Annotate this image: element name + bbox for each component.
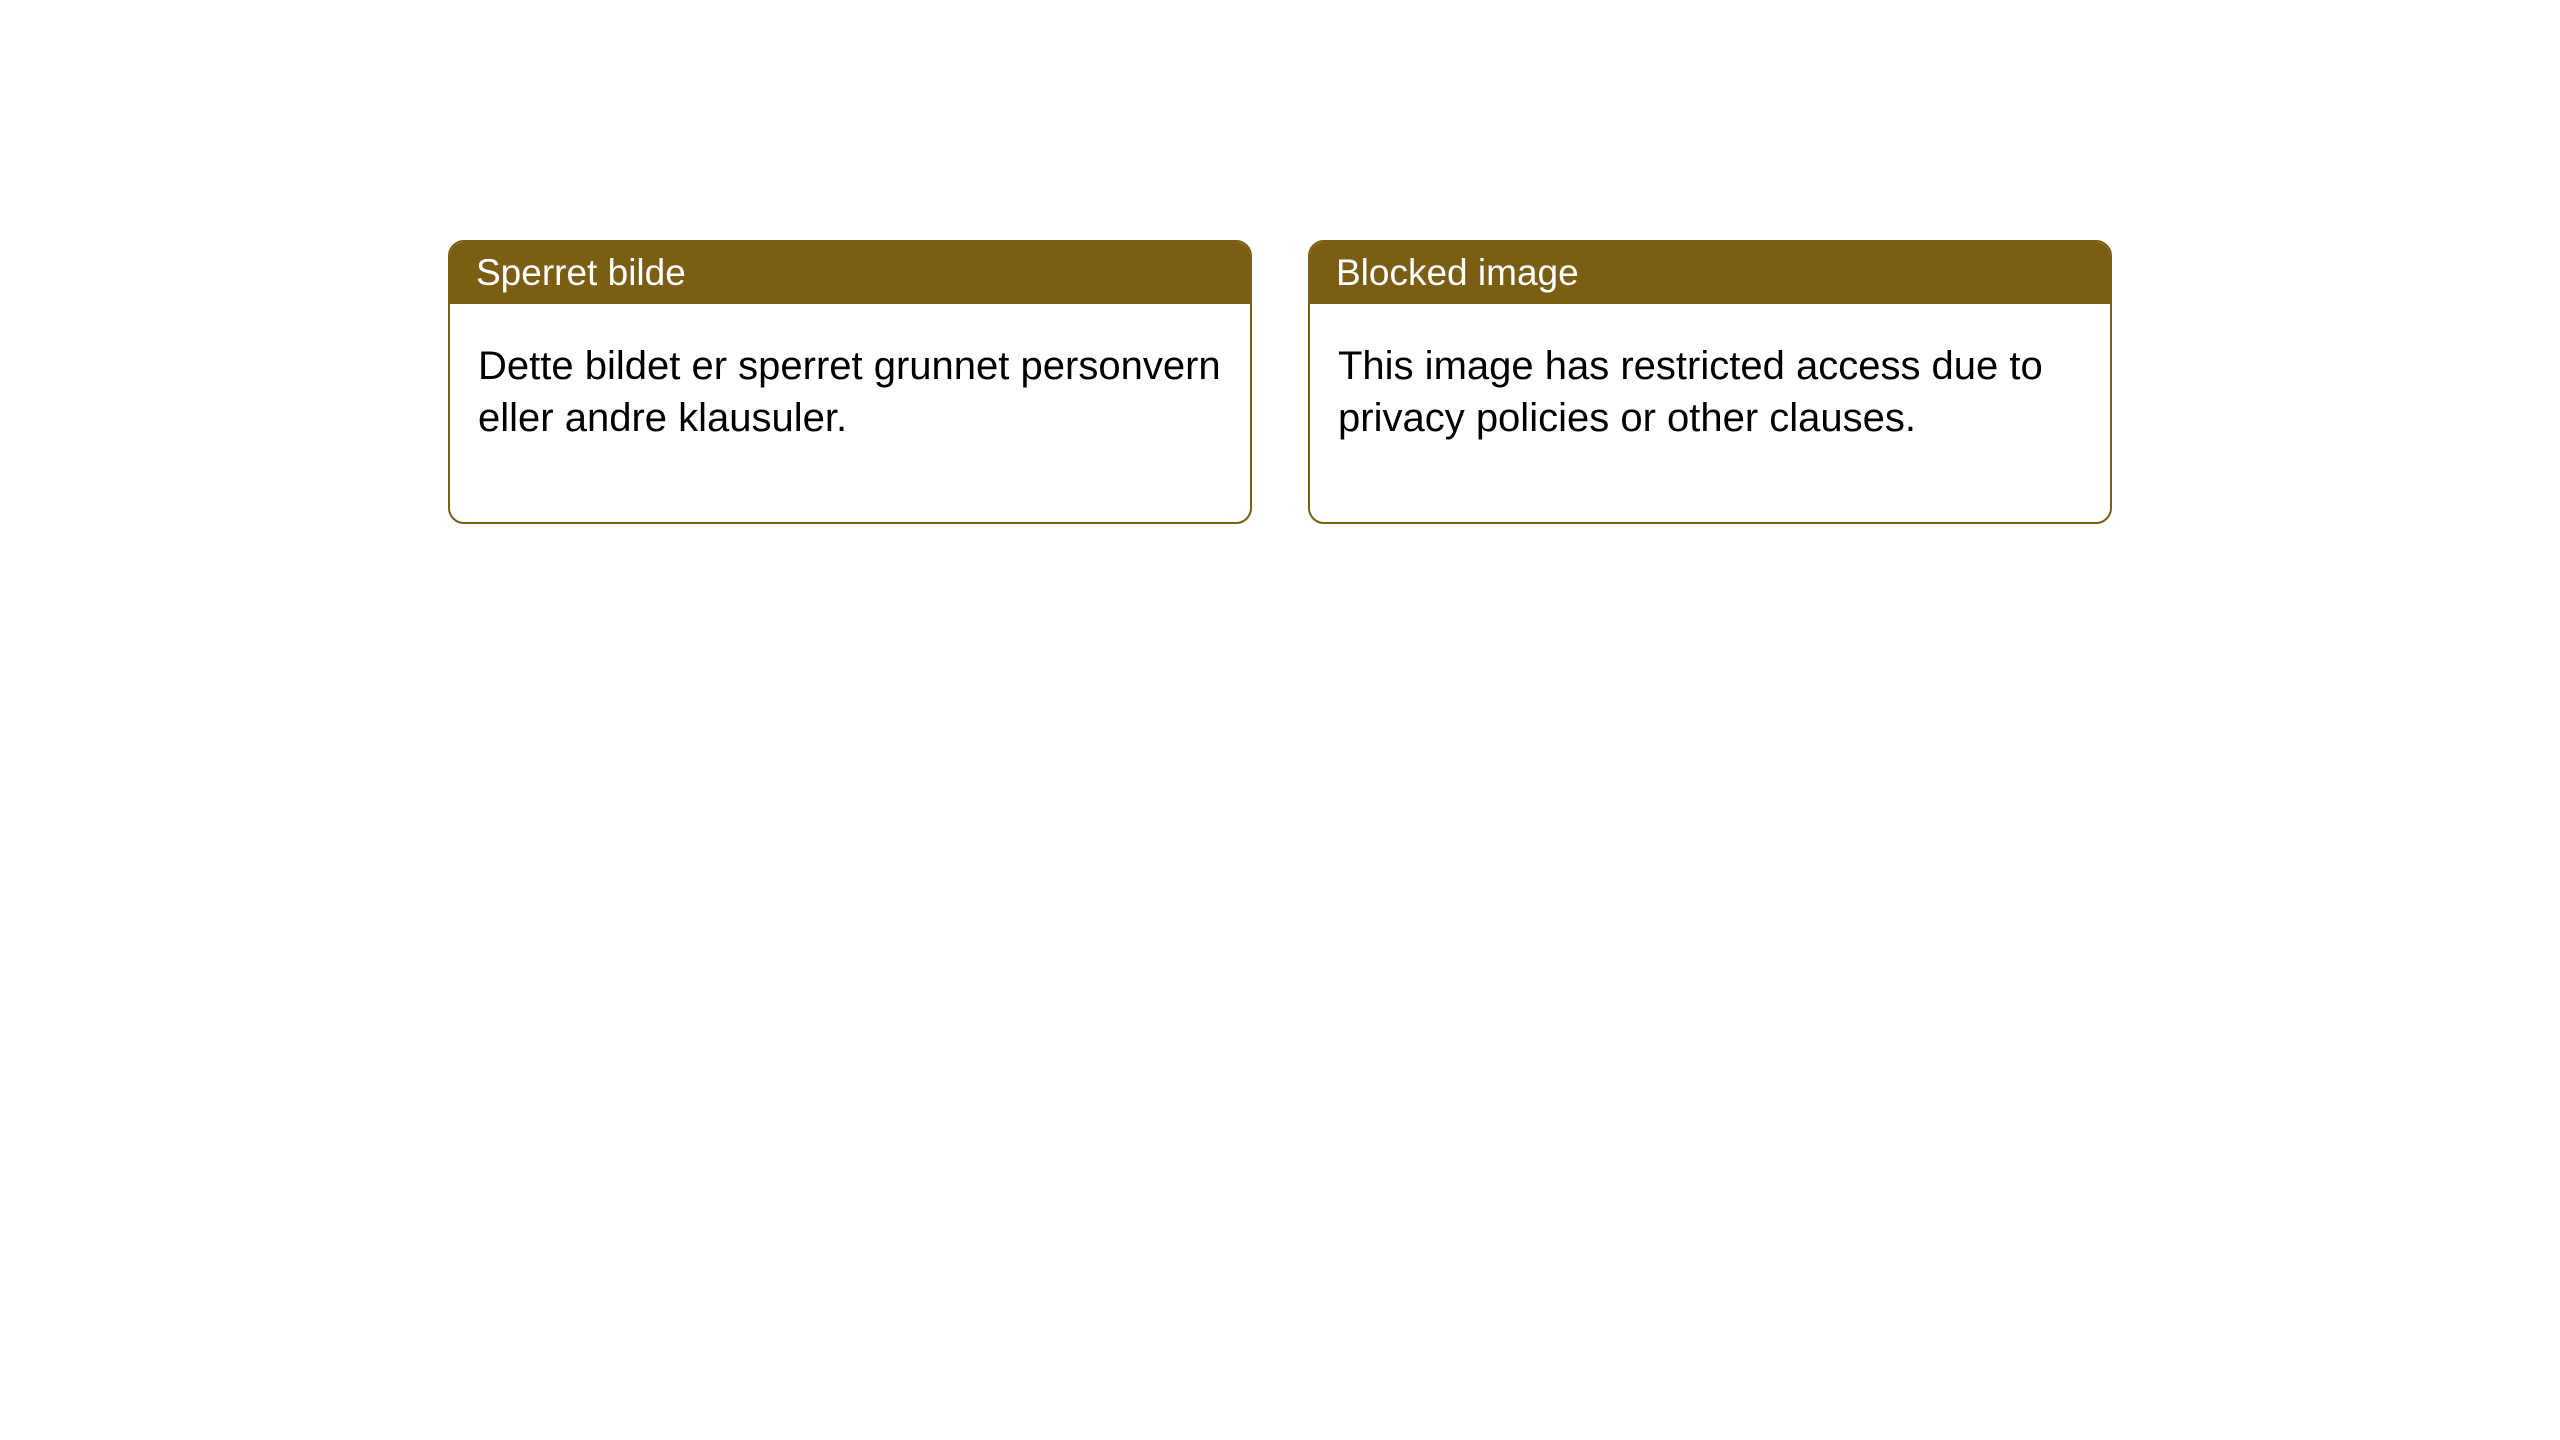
notice-card-en: Blocked image This image has restricted …	[1308, 240, 2112, 524]
notice-card-body: Dette bildet er sperret grunnet personve…	[450, 304, 1250, 522]
notice-card-title: Sperret bilde	[450, 242, 1250, 304]
notice-container: Sperret bilde Dette bildet er sperret gr…	[0, 0, 2560, 524]
notice-card-no: Sperret bilde Dette bildet er sperret gr…	[448, 240, 1252, 524]
notice-card-title: Blocked image	[1310, 242, 2110, 304]
notice-card-body: This image has restricted access due to …	[1310, 304, 2110, 522]
